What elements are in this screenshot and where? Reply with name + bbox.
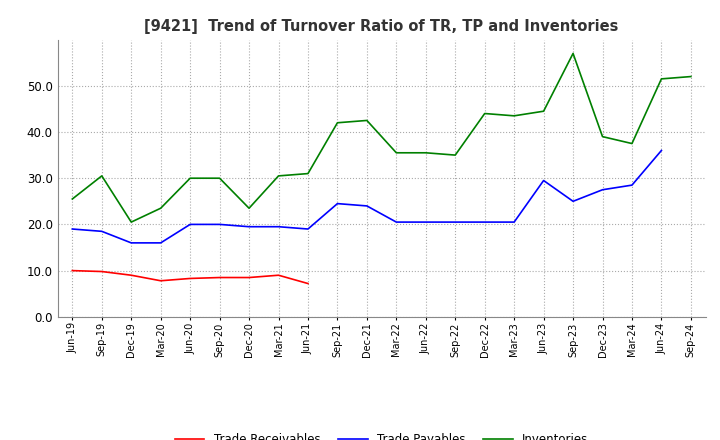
Trade Receivables — [304, 281, 312, 286]
Trade Payables — [451, 220, 459, 225]
Inventories — [421, 150, 430, 155]
Inventories — [510, 113, 518, 118]
Trade Payables — [510, 220, 518, 225]
Trade Payables — [245, 224, 253, 229]
Trade Payables — [628, 183, 636, 188]
Trade Payables — [480, 220, 489, 225]
Inventories — [451, 152, 459, 158]
Inventories — [245, 205, 253, 211]
Trade Payables — [97, 229, 106, 234]
Trade Receivables — [186, 276, 194, 281]
Inventories — [215, 176, 224, 181]
Trade Payables — [539, 178, 548, 183]
Trade Receivables — [97, 269, 106, 274]
Trade Payables — [392, 220, 400, 225]
Trade Payables — [657, 148, 666, 153]
Trade Payables — [127, 240, 135, 246]
Inventories — [628, 141, 636, 146]
Line: Trade Receivables: Trade Receivables — [72, 271, 308, 283]
Trade Payables — [186, 222, 194, 227]
Trade Payables — [68, 226, 76, 231]
Line: Trade Payables: Trade Payables — [72, 150, 662, 243]
Inventories — [186, 176, 194, 181]
Inventories — [304, 171, 312, 176]
Trade Receivables — [274, 272, 283, 278]
Trade Payables — [333, 201, 342, 206]
Trade Receivables — [156, 278, 165, 283]
Legend: Trade Receivables, Trade Payables, Inventories: Trade Receivables, Trade Payables, Inven… — [170, 428, 593, 440]
Inventories — [363, 118, 372, 123]
Inventories — [657, 76, 666, 81]
Inventories — [127, 220, 135, 225]
Trade Receivables — [215, 275, 224, 280]
Trade Payables — [363, 203, 372, 209]
Trade Receivables — [245, 275, 253, 280]
Line: Inventories: Inventories — [72, 53, 691, 222]
Trade Receivables — [127, 272, 135, 278]
Trade Payables — [215, 222, 224, 227]
Trade Receivables — [68, 268, 76, 273]
Trade Payables — [598, 187, 607, 192]
Inventories — [480, 111, 489, 116]
Inventories — [156, 205, 165, 211]
Trade Payables — [304, 226, 312, 231]
Inventories — [598, 134, 607, 139]
Trade Payables — [274, 224, 283, 229]
Inventories — [392, 150, 400, 155]
Inventories — [333, 120, 342, 125]
Inventories — [97, 173, 106, 179]
Trade Payables — [569, 198, 577, 204]
Inventories — [687, 74, 696, 79]
Inventories — [274, 173, 283, 179]
Trade Payables — [421, 220, 430, 225]
Trade Payables — [156, 240, 165, 246]
Inventories — [539, 109, 548, 114]
Inventories — [68, 196, 76, 202]
Inventories — [569, 51, 577, 56]
Title: [9421]  Trend of Turnover Ratio of TR, TP and Inventories: [9421] Trend of Turnover Ratio of TR, TP… — [145, 19, 618, 34]
